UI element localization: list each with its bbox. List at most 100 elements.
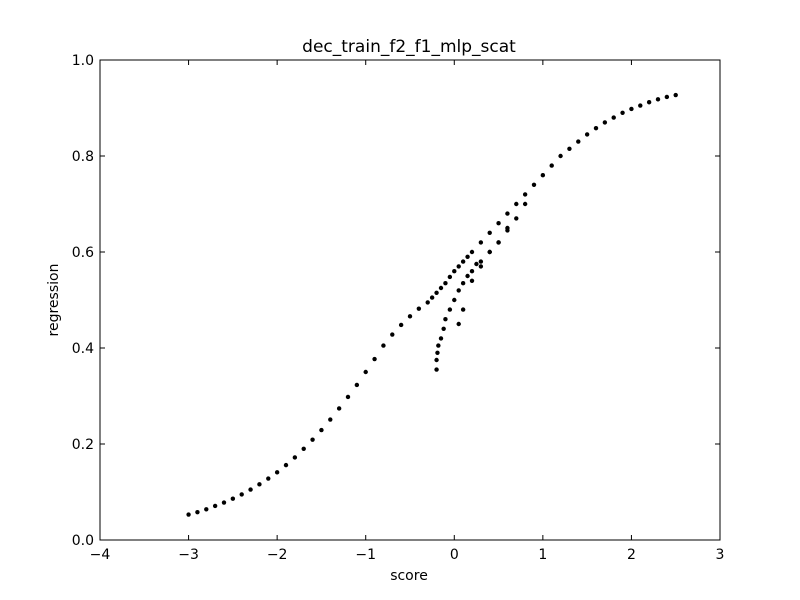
scatter-point (514, 201, 519, 207)
scatter-point (434, 367, 439, 372)
scatter-point (274, 470, 280, 475)
scatter-point (474, 261, 479, 267)
scatter-point (460, 281, 466, 286)
scatter-point (646, 100, 652, 105)
scatter-point (469, 278, 475, 283)
scatter-point (292, 455, 298, 460)
x-tick-label: 1 (538, 547, 547, 563)
scatter-point (452, 269, 457, 274)
scatter-point (221, 500, 227, 505)
scatter-point (567, 146, 572, 151)
scatter-point (372, 356, 377, 362)
scatter-point (204, 507, 209, 512)
scatter-point (540, 173, 546, 178)
x-tick-label: −4 (90, 547, 111, 563)
scatter-point (434, 290, 439, 295)
y-tick-label: 0.0 (72, 533, 94, 549)
scatter-point (558, 153, 563, 159)
scatter-point (336, 406, 342, 411)
scatter-point (195, 509, 200, 515)
scatter-point (319, 427, 324, 433)
axes: −4 −3 −2 −1 0 1 2 3 0.0 0.2 0.4 0.6 0.8 1.0 (72, 53, 725, 563)
y-tick-label: 0.2 (72, 437, 94, 453)
scatter-point (441, 326, 446, 331)
scatter-point (354, 382, 360, 388)
scatter-points (186, 92, 678, 517)
scatter-point (363, 369, 368, 375)
scatter-point (390, 332, 395, 337)
scatter-point (487, 249, 492, 255)
y-tick-label: 0.4 (72, 341, 94, 357)
scatter-point (593, 125, 599, 131)
scatter-point (602, 120, 608, 125)
scatter-point (549, 163, 554, 168)
scatter-point (611, 115, 616, 120)
scatter-point (434, 357, 439, 363)
scatter-point (584, 132, 590, 137)
scatter-point (407, 314, 413, 319)
scatter-point (522, 192, 528, 197)
x-tick-label: 0 (450, 547, 459, 563)
scatter-point (522, 201, 528, 207)
scatter-point (638, 103, 643, 108)
scatter-point (673, 92, 678, 98)
scatter-point (456, 288, 461, 293)
scatter-point (345, 394, 351, 400)
scatter-point (620, 110, 625, 116)
scatter-point (429, 295, 435, 300)
y-tick-label: 1.0 (72, 53, 94, 69)
scatter-point (465, 273, 470, 279)
scatter-point (487, 230, 492, 235)
scatter-point (460, 259, 466, 264)
scatter-point (456, 321, 461, 327)
y-tick-label: 0.8 (72, 149, 94, 165)
x-tick-label: 3 (716, 547, 725, 563)
scatter-point (496, 221, 501, 226)
scatter-point (257, 482, 262, 487)
chart-title: dec_train_f2_f1_mlp_scat (302, 37, 516, 57)
scatter-point (443, 281, 448, 286)
scatter-point (212, 503, 218, 509)
scatter-point (460, 307, 466, 312)
scatter-point (248, 487, 253, 492)
scatter-point (310, 437, 315, 442)
scatter-point (496, 240, 501, 245)
scatter-point (505, 211, 510, 216)
plot-frame (99, 59, 721, 541)
x-tick-label: −1 (355, 547, 376, 563)
scatter-point (478, 259, 484, 264)
scatter-point (447, 274, 453, 280)
scatter-point (438, 336, 444, 341)
scatter-point (283, 462, 289, 468)
scatter-point (447, 307, 453, 312)
scatter-point (478, 264, 484, 269)
scatter-point (425, 300, 430, 305)
scatter-point (469, 249, 475, 255)
scatter-point (514, 216, 519, 221)
scatter-point (239, 492, 244, 497)
scatter-point (465, 254, 470, 259)
x-axis-title: score (390, 568, 428, 584)
scatter-point (436, 343, 441, 348)
scatter-point (629, 106, 634, 112)
scatter-point (505, 225, 510, 231)
scatter-point (381, 343, 386, 348)
scatter-point (456, 264, 461, 269)
scatter-point (186, 512, 191, 517)
y-tick-label: 0.6 (72, 245, 94, 261)
scatter-point (438, 285, 444, 291)
scatter-point (328, 417, 333, 422)
x-tick-label: 2 (627, 547, 636, 563)
scatter-point (443, 317, 448, 322)
y-axis-title: regression (46, 264, 62, 337)
scatter-point (664, 94, 670, 100)
x-tick-label: −2 (267, 547, 288, 563)
scatter-point (398, 322, 404, 328)
scatter-point (435, 350, 440, 355)
x-tick-label: −3 (178, 547, 199, 563)
scatter-point (416, 306, 422, 311)
scatter-point (576, 139, 581, 144)
scatter-point (452, 297, 457, 303)
scatter-point (478, 240, 484, 245)
